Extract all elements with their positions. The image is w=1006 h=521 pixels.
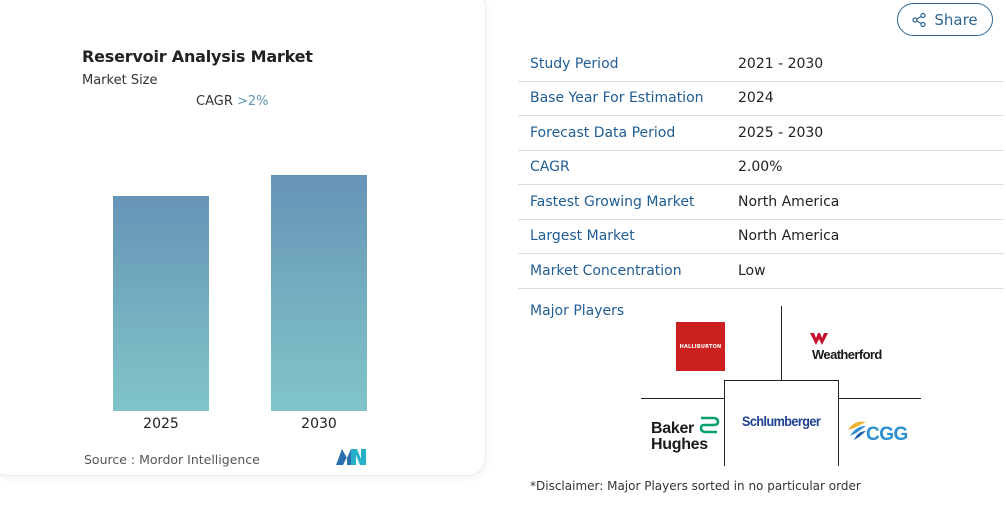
players-center-box bbox=[724, 380, 839, 466]
players-divider-left bbox=[641, 398, 724, 399]
info-key: Largest Market bbox=[530, 228, 635, 245]
source-note: Source : Mordor Intelligence bbox=[84, 452, 260, 467]
info-row-study-period: Study Period 2021 - 2030 bbox=[518, 47, 1004, 82]
cgg-logo-icon bbox=[848, 421, 866, 440]
players-divider-right bbox=[839, 398, 921, 399]
market-summary-card bbox=[0, 0, 486, 476]
baker-hughes-line2: Hughes bbox=[651, 436, 708, 453]
cagr-prefix: CAGR bbox=[196, 94, 233, 109]
info-value: 2024 bbox=[738, 90, 774, 107]
info-row-forecast-period: Forecast Data Period 2025 - 2030 bbox=[518, 116, 1004, 151]
info-value: North America bbox=[738, 193, 840, 210]
bar-2025 bbox=[113, 196, 209, 411]
info-value: Low bbox=[738, 262, 766, 279]
info-row-cagr: CAGR 2.00% bbox=[518, 151, 1004, 185]
info-key: Base Year For Estimation bbox=[530, 90, 704, 107]
cagr-summary: CAGR >2% bbox=[196, 94, 269, 109]
info-value: North America bbox=[738, 228, 840, 245]
info-row-largest-market: Largest Market North America bbox=[518, 220, 1004, 254]
halliburton-wordmark: HALLIBURTON bbox=[679, 343, 722, 350]
share-icon bbox=[912, 12, 926, 27]
mordor-intelligence-logo-icon bbox=[336, 449, 366, 465]
info-key: Study Period bbox=[530, 55, 619, 72]
market-title: Reservoir Analysis Market bbox=[82, 47, 313, 66]
major-players-label: Major Players bbox=[530, 303, 625, 319]
info-row-base-year: Base Year For Estimation 2024 bbox=[518, 82, 1004, 116]
bar-2030 bbox=[271, 175, 367, 411]
info-value: 2.00% bbox=[738, 159, 783, 176]
market-info-table: Study Period 2021 - 2030 Base Year For E… bbox=[518, 47, 1004, 289]
weatherford-wordmark: Weatherford bbox=[812, 347, 882, 362]
info-value: 2025 - 2030 bbox=[738, 124, 824, 141]
weatherford-logo-icon bbox=[810, 333, 828, 345]
baker-hughes-line1: Baker bbox=[651, 420, 694, 437]
info-value: 2021 - 2030 bbox=[738, 55, 824, 72]
cgg-wordmark: CGG bbox=[866, 424, 908, 445]
x-tick-label: 2030 bbox=[301, 416, 337, 432]
info-row-fastest-growing: Fastest Growing Market North America bbox=[518, 185, 1004, 220]
share-button[interactable]: Share bbox=[897, 3, 993, 36]
info-row-concentration: Market Concentration Low bbox=[518, 254, 1004, 289]
baker-hughes-wordmark: Baker Hughes bbox=[651, 421, 708, 453]
cagr-value: >2% bbox=[237, 94, 269, 109]
halliburton-logo: HALLIBURTON bbox=[676, 322, 725, 371]
info-key: Fastest Growing Market bbox=[530, 193, 695, 210]
x-tick-label: 2025 bbox=[143, 416, 179, 432]
share-label: Share bbox=[934, 10, 978, 29]
baker-hughes-logo-icon bbox=[699, 416, 720, 434]
schlumberger-wordmark: Schlumberger bbox=[742, 413, 821, 429]
disclaimer: *Disclaimer: Major Players sorted in no … bbox=[530, 479, 861, 493]
players-divider-vertical bbox=[781, 306, 782, 380]
info-key: Market Concentration bbox=[530, 262, 682, 279]
info-key: CAGR bbox=[530, 159, 570, 176]
market-size-label: Market Size bbox=[82, 73, 158, 88]
info-key: Forecast Data Period bbox=[530, 124, 676, 141]
